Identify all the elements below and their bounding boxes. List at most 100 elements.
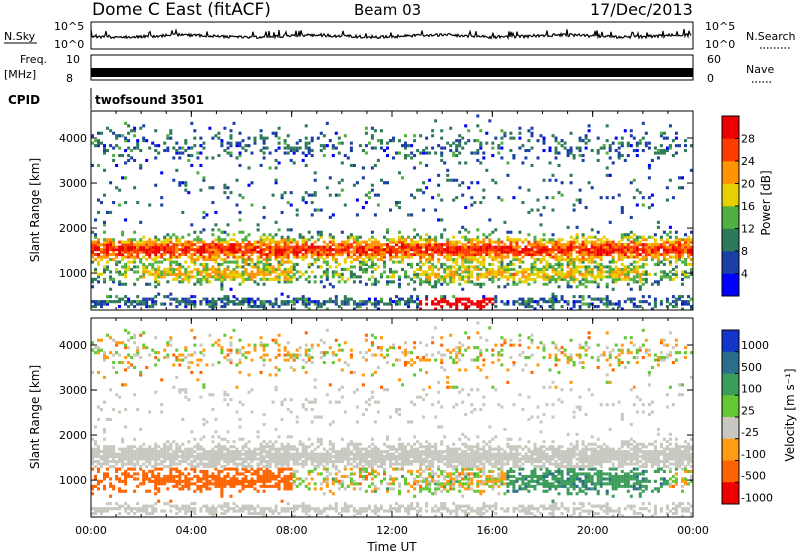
power-cell: [518, 238, 522, 242]
power-cell: [313, 250, 317, 254]
velocity-cell: [205, 472, 209, 476]
velocity-cell: [187, 507, 191, 511]
power-cell: [334, 295, 338, 299]
power-cell: [208, 302, 212, 306]
power-cell: [97, 300, 100, 304]
power-cell: [193, 238, 197, 242]
power-cell: [581, 295, 585, 299]
power-cell: [235, 255, 239, 259]
power-cell: [584, 243, 588, 247]
power-cell: [449, 280, 453, 284]
power-cell: [623, 243, 627, 247]
power-cell: [115, 262, 119, 266]
power-cell: [172, 243, 176, 247]
power-cell: [130, 129, 134, 133]
power-cell: [184, 240, 188, 244]
power-cell: [184, 277, 188, 281]
power-cell: [509, 267, 513, 271]
power-cell: [671, 305, 675, 309]
power-cell: [214, 258, 218, 262]
power-cell: [145, 282, 149, 286]
power-cell: [262, 250, 266, 254]
velocity-cell: [223, 452, 227, 456]
power-cell: [127, 243, 131, 247]
power-cell: [304, 250, 308, 254]
power-cell: [142, 265, 146, 269]
power-cell: [343, 267, 347, 271]
power-cell: [220, 245, 224, 249]
power-cell: [650, 245, 654, 249]
velocity-cell: [235, 348, 239, 352]
power-cell: [665, 250, 669, 254]
power-cell: [587, 302, 591, 306]
power-cell: [476, 235, 480, 239]
power-cell: [653, 255, 657, 259]
power-cell: [665, 305, 669, 309]
velocity-cell: [175, 479, 179, 483]
power-cell: [229, 277, 233, 281]
velocity-cell: [97, 370, 100, 374]
power-cell: [220, 287, 224, 291]
velocity-cell: [223, 333, 227, 337]
power-cell: [401, 240, 404, 244]
power-cell: [289, 245, 293, 249]
power-cell: [169, 255, 173, 259]
power-cell: [644, 131, 648, 135]
power-cell: [238, 272, 242, 276]
power-cell: [283, 253, 287, 257]
velocity-cell: [166, 341, 170, 345]
power-cell: [97, 144, 100, 148]
power-cell: [560, 193, 564, 197]
velocity-cell: [190, 460, 194, 464]
power-cell: [458, 265, 462, 269]
power-cell: [115, 267, 119, 271]
power-cell: [452, 198, 456, 202]
power-cell: [169, 245, 173, 249]
power-cell: [196, 255, 200, 259]
velocity-cell: [109, 336, 113, 340]
power-cell: [292, 151, 296, 155]
power-cell: [668, 243, 672, 247]
velocity-cell: [193, 489, 197, 493]
velocity-cell: [220, 346, 224, 350]
power-cell: [467, 280, 471, 284]
power-cell: [202, 245, 206, 249]
power-cell: [509, 136, 513, 140]
velocity-cell: [193, 351, 197, 355]
power-cell: [647, 196, 651, 200]
power-cell: [262, 267, 266, 271]
power-cell: [373, 253, 377, 257]
power-cell: [512, 136, 516, 140]
power-cell: [355, 240, 359, 244]
power-cell: [202, 141, 206, 145]
velocity-cell: [250, 512, 254, 516]
power-cell: [542, 272, 546, 276]
velocity-cell: [223, 465, 227, 469]
power-cell: [512, 272, 516, 276]
power-cell: [151, 248, 155, 252]
velocity-cell: [130, 467, 134, 471]
power-cell: [268, 166, 272, 170]
power-cell: [473, 267, 477, 271]
power-cell: [121, 258, 125, 262]
power-cell: [681, 272, 684, 276]
velocity-cell: [172, 385, 176, 389]
power-cell: [554, 280, 558, 284]
velocity-cell: [109, 494, 113, 498]
power-cell: [193, 230, 197, 234]
velocity-cell: [118, 512, 122, 516]
power-cell: [617, 277, 621, 281]
power-cell: [169, 292, 173, 296]
power-cell: [187, 275, 191, 279]
velocity-cell: [175, 442, 179, 446]
power-cell: [635, 149, 639, 153]
power-cell: [479, 161, 483, 165]
power-cell: [572, 156, 576, 160]
power-cell: [112, 250, 116, 254]
velocity-cell: [265, 465, 269, 469]
velocity-cell: [97, 507, 100, 511]
power-cell: [343, 258, 347, 262]
power-cell: [560, 258, 564, 262]
power-cell: [684, 243, 687, 247]
power-cell: [118, 270, 122, 274]
